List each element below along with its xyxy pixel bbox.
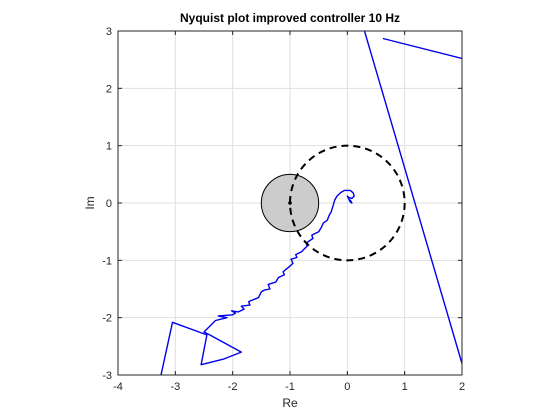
y-tick-label: 0 [106, 198, 112, 210]
x-axis-label: Re [282, 396, 298, 410]
series-layer [160, 31, 462, 375]
x-tick-label: 1 [402, 381, 408, 393]
unit-circle-dashed [289, 144, 406, 262]
critical-point-marker [288, 201, 292, 205]
y-tick-label: -2 [102, 313, 112, 325]
x-tick-label: 0 [344, 381, 350, 393]
x-tick-label: 2 [459, 381, 465, 393]
y-tick-label: 2 [106, 83, 112, 95]
x-tick-label: -3 [170, 381, 180, 393]
y-tick-label: -1 [102, 255, 112, 267]
y-tick-label: 1 [106, 141, 112, 153]
y-tick-label: -3 [102, 370, 112, 382]
x-tick-label: -1 [285, 381, 295, 393]
nyquist-curve-1 [382, 37, 462, 60]
axes-frame [117, 30, 463, 376]
y-tick-labels: -3 -2 -1 0 1 2 3 [102, 26, 112, 382]
x-tick-labels: -4 -3 -2 -1 0 1 2 [113, 381, 465, 393]
x-tick-label: -4 [113, 381, 123, 393]
nyquist-curve-2 [160, 189, 355, 375]
nyquist-curve-0 [363, 31, 462, 364]
y-tick-label: 3 [106, 26, 112, 38]
y-axis-label: Im [83, 196, 97, 209]
chart-title: Nyquist plot improved controller 10 Hz [180, 11, 400, 25]
x-tick-label: -2 [228, 381, 238, 393]
